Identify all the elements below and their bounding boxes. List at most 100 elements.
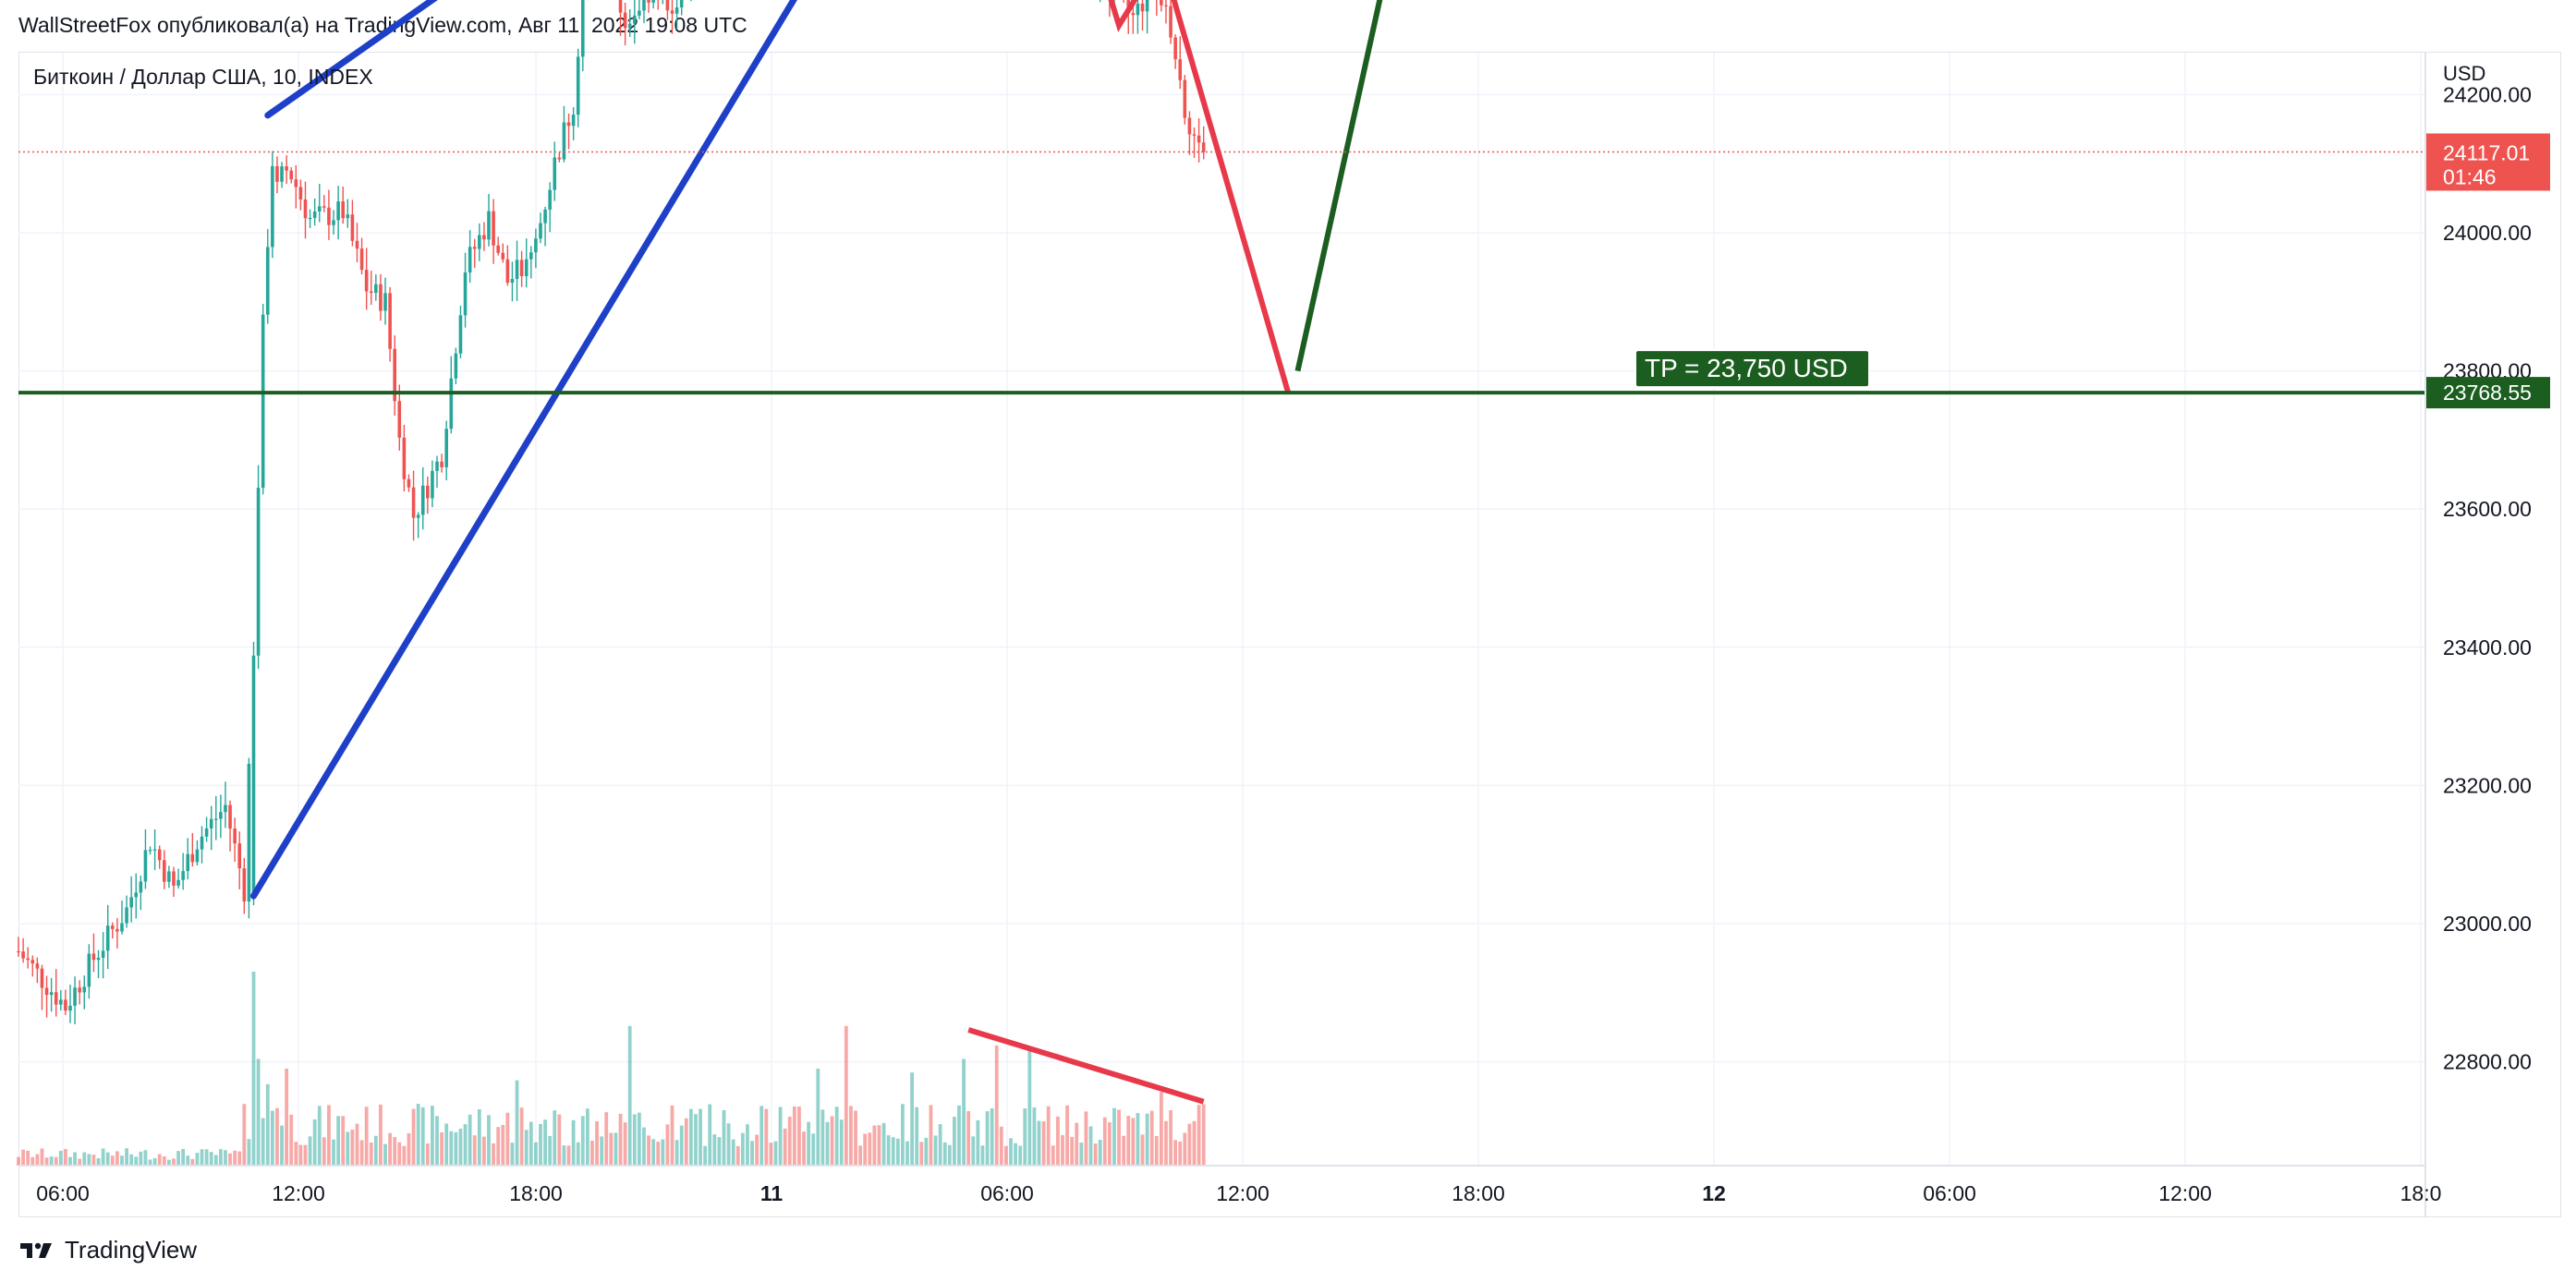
candle-body bbox=[364, 270, 369, 292]
candle-body bbox=[359, 248, 364, 271]
volume-bar bbox=[783, 1128, 787, 1166]
candle-body bbox=[472, 247, 477, 249]
volume-bar bbox=[91, 1155, 96, 1166]
volume-bar bbox=[355, 1123, 359, 1166]
volume-bar bbox=[1065, 1105, 1069, 1166]
volume-bar bbox=[609, 1132, 614, 1166]
volume-bar bbox=[350, 1129, 355, 1166]
volume-bar bbox=[632, 1114, 637, 1166]
volume-bar bbox=[1102, 1117, 1107, 1166]
candle-body bbox=[54, 992, 58, 1005]
candle-body bbox=[539, 223, 542, 239]
volume-bar bbox=[656, 1142, 661, 1166]
volume-bar bbox=[1169, 1110, 1173, 1166]
candle-body bbox=[289, 170, 294, 180]
candle-body bbox=[350, 214, 355, 241]
volume-bar bbox=[317, 1106, 322, 1166]
volume-bar bbox=[369, 1143, 373, 1166]
volume-bar bbox=[816, 1069, 820, 1166]
volume-bar bbox=[468, 1114, 472, 1166]
volume-bar bbox=[265, 1083, 270, 1166]
candle-body bbox=[68, 1005, 72, 1011]
candle-body bbox=[200, 836, 204, 850]
volume-bar bbox=[40, 1148, 44, 1166]
candle-body bbox=[190, 853, 195, 863]
volume-bar bbox=[580, 1116, 585, 1166]
volume-bar bbox=[699, 1108, 702, 1166]
volume-bar bbox=[726, 1123, 731, 1166]
volume-bar bbox=[688, 1108, 693, 1166]
volume-bar bbox=[472, 1135, 477, 1166]
volume-bar bbox=[186, 1155, 190, 1166]
volume-bar bbox=[143, 1150, 148, 1166]
volume-bar bbox=[96, 1158, 101, 1166]
volume-bar bbox=[35, 1154, 40, 1166]
candle-body bbox=[454, 353, 458, 379]
candle-body bbox=[1201, 142, 1206, 152]
candle-body bbox=[501, 252, 505, 260]
volume-bar bbox=[566, 1145, 571, 1166]
volume-bar bbox=[294, 1142, 298, 1166]
candle-body bbox=[632, 15, 637, 24]
candle-body bbox=[317, 206, 322, 212]
volume-bar bbox=[938, 1124, 942, 1166]
candle-body bbox=[553, 157, 557, 190]
candle-body bbox=[440, 461, 444, 467]
volume-bar bbox=[627, 1025, 632, 1166]
volume-bar bbox=[1178, 1142, 1183, 1166]
volume-bar bbox=[120, 1155, 124, 1166]
volume-bar bbox=[496, 1127, 501, 1166]
candle-body bbox=[275, 165, 279, 182]
volume-bar bbox=[901, 1104, 905, 1166]
symbol-legend[interactable]: Биткоин / Доллар США, 10, INDEX bbox=[33, 65, 373, 89]
volume-bar bbox=[962, 1058, 966, 1166]
candle-body bbox=[120, 923, 124, 932]
volume-bar bbox=[218, 1149, 223, 1166]
price-axis[interactable]: USD 22800.00 23000.00 23200.00 23400.00 23600… bbox=[2424, 53, 2550, 1217]
price-tick-label: 24200.00 bbox=[2443, 82, 2532, 106]
candle-body bbox=[111, 925, 115, 929]
volume-bar bbox=[139, 1151, 143, 1166]
volume-bar bbox=[590, 1140, 594, 1166]
volume-bar bbox=[1041, 1121, 1046, 1166]
volume-bar bbox=[44, 1157, 49, 1166]
candle-body bbox=[393, 348, 396, 402]
tradingview-logo-icon bbox=[18, 1240, 55, 1262]
candle-body bbox=[505, 259, 510, 284]
volume-bar bbox=[322, 1137, 326, 1166]
footer[interactable]: TradingView bbox=[18, 1236, 197, 1264]
volume-bar bbox=[397, 1142, 402, 1166]
volume-bar bbox=[1145, 1113, 1149, 1166]
candle-body bbox=[219, 812, 223, 819]
candle-body bbox=[411, 487, 416, 518]
volume-bar bbox=[773, 1141, 778, 1166]
candle-body bbox=[256, 488, 261, 656]
time-axis[interactable]: 06:00 12:00 18:00 11 06:00 12:00 18:00 12 06:00 1… bbox=[18, 1165, 2442, 1205]
time-tick-label: 18:0 bbox=[2400, 1181, 2442, 1205]
candle-body bbox=[195, 849, 200, 863]
volume-bar bbox=[854, 1110, 857, 1166]
volume-bar bbox=[1023, 1108, 1027, 1166]
volume-bar bbox=[750, 1141, 754, 1166]
time-tick-label: 18:00 bbox=[509, 1181, 563, 1205]
volume-bar bbox=[895, 1138, 900, 1166]
volume-bar bbox=[1201, 1104, 1206, 1166]
volume-bar bbox=[49, 1156, 54, 1166]
candle-body bbox=[383, 293, 387, 311]
volume-bar bbox=[1173, 1140, 1178, 1166]
volume-bar bbox=[1192, 1120, 1197, 1166]
candle-body bbox=[679, 0, 684, 8]
volume-bar bbox=[576, 1142, 580, 1166]
candle-body bbox=[529, 252, 533, 260]
volume-bar bbox=[256, 1058, 261, 1166]
volume-bar bbox=[17, 1156, 20, 1166]
candle-body bbox=[543, 209, 547, 224]
volume-bar bbox=[539, 1123, 542, 1166]
volume-bar bbox=[134, 1156, 139, 1166]
volume-bar bbox=[425, 1143, 430, 1166]
volume-bar bbox=[1187, 1123, 1192, 1166]
candle-body bbox=[265, 247, 270, 315]
candle-body bbox=[73, 987, 77, 1006]
candle-body bbox=[125, 907, 128, 924]
